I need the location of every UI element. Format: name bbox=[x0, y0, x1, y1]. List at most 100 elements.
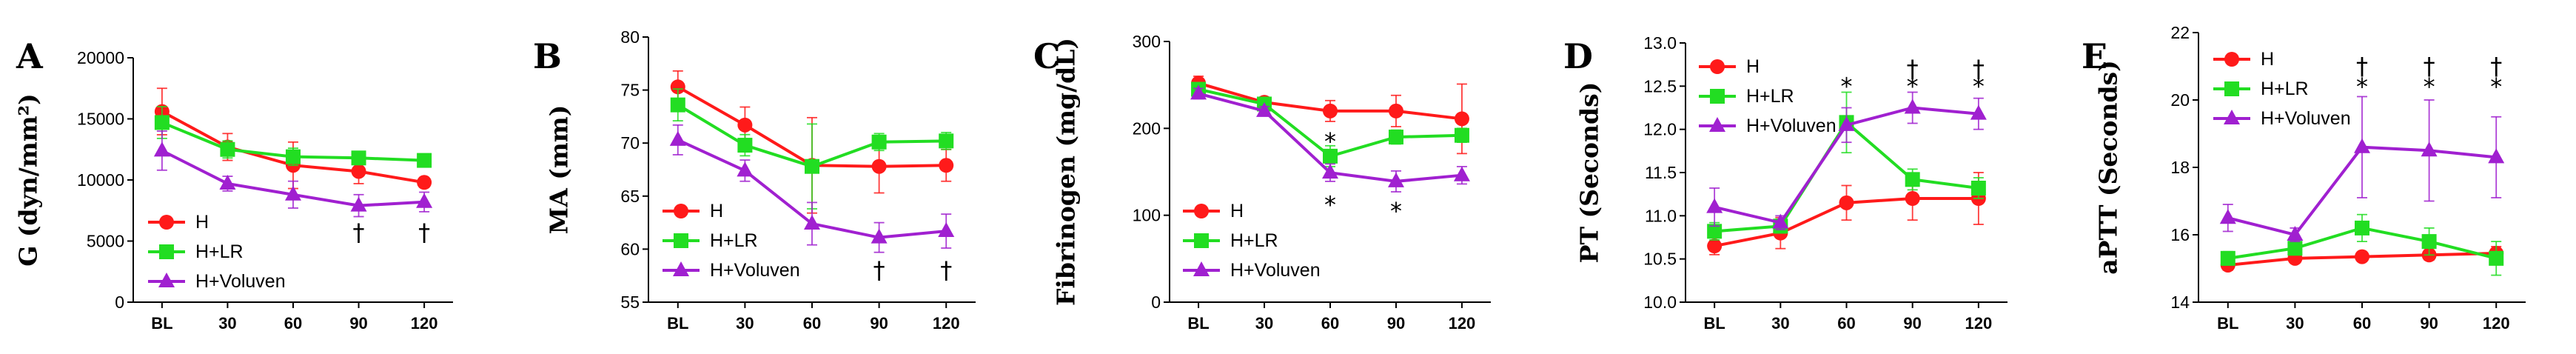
data-point bbox=[219, 174, 236, 190]
panel-letter: D bbox=[1563, 36, 1593, 76]
data-point bbox=[1839, 195, 1854, 210]
series-h-lr bbox=[2220, 213, 2504, 276]
legend-label: H+LR bbox=[710, 230, 758, 251]
data-point bbox=[153, 141, 170, 157]
y-tick-label: 20 bbox=[2170, 90, 2190, 110]
y-axis-label: Fibrinogen (mg/dL) bbox=[1052, 38, 1081, 306]
significance-mark: * bbox=[2356, 73, 2368, 101]
y-tick-label: 12.5 bbox=[1643, 76, 1677, 96]
data-point bbox=[1454, 127, 1469, 143]
y-tick-label: 16 bbox=[2170, 225, 2190, 244]
x-tick-label: 120 bbox=[411, 314, 438, 333]
data-point bbox=[286, 149, 301, 164]
y-tick-label: 10000 bbox=[77, 170, 124, 190]
legend-marker bbox=[674, 233, 688, 248]
y-tick-label: 10.5 bbox=[1643, 250, 1677, 269]
x-tick-label: 30 bbox=[1771, 314, 1789, 333]
series-h-voluven bbox=[2219, 96, 2505, 243]
legend: H H+LR H+Voluven bbox=[1699, 56, 1837, 136]
significance-mark: † bbox=[2356, 53, 2368, 81]
significance-mark: * bbox=[1324, 127, 1336, 156]
data-point bbox=[154, 115, 170, 130]
legend-label: H+Voluven bbox=[1746, 116, 1837, 136]
data-point bbox=[2489, 250, 2504, 266]
series-h-voluven bbox=[1706, 91, 1987, 230]
legend: H H+LR H+Voluven bbox=[148, 212, 286, 292]
legend-marker bbox=[2224, 81, 2239, 96]
significance-mark: * bbox=[2490, 73, 2502, 101]
data-point bbox=[351, 150, 366, 166]
y-tick-label: 300 bbox=[1133, 32, 1161, 51]
y-axis-label: MA (mm) bbox=[545, 105, 574, 235]
legend: H H+LR H+Voluven bbox=[663, 201, 800, 281]
x-tick-label: 120 bbox=[1449, 314, 1476, 333]
panel-b: B MA (mm) 55 60 65 70 75 80 BL 30 60 90 120 † † H H+LR H+… bbox=[533, 27, 976, 333]
data-point bbox=[2354, 138, 2370, 153]
x-tick-label: 120 bbox=[1965, 314, 1992, 333]
data-point bbox=[1453, 166, 1470, 181]
legend-marker bbox=[1194, 204, 1209, 218]
data-point bbox=[1388, 130, 1403, 145]
significance-mark: † bbox=[353, 218, 365, 247]
data-point bbox=[1323, 148, 1338, 164]
data-point bbox=[938, 222, 955, 238]
data-point bbox=[2488, 148, 2505, 164]
data-point bbox=[871, 228, 888, 244]
significance-mark: † bbox=[418, 218, 430, 247]
series-h-lr bbox=[670, 88, 954, 210]
data-point bbox=[669, 130, 686, 146]
data-point bbox=[871, 158, 887, 174]
data-point bbox=[1323, 103, 1338, 118]
x-tick-label: 120 bbox=[2483, 314, 2510, 333]
legend-marker bbox=[674, 204, 688, 218]
y-axis-label: PT (Seconds) bbox=[1575, 82, 1604, 264]
y-tick-label: 200 bbox=[1133, 118, 1161, 138]
y-tick-label: 15000 bbox=[77, 110, 124, 129]
x-tick-label: BL bbox=[1703, 314, 1725, 333]
data-point bbox=[1387, 172, 1404, 187]
data-point bbox=[1388, 103, 1403, 118]
data-point bbox=[871, 134, 887, 150]
legend-marker bbox=[673, 261, 689, 276]
significance-mark: * bbox=[1973, 72, 1985, 100]
series-h-voluven bbox=[153, 130, 433, 218]
x-tick-label: 30 bbox=[218, 314, 236, 333]
data-point bbox=[1707, 224, 1723, 239]
x-tick-label: 60 bbox=[1837, 314, 1855, 333]
significance-mark: † bbox=[2424, 53, 2435, 81]
y-tick-label: 11.5 bbox=[1645, 163, 1677, 182]
legend-label: H+LR bbox=[1746, 86, 1794, 107]
data-point bbox=[417, 153, 432, 168]
panel-letter: B bbox=[533, 36, 562, 76]
data-point bbox=[2355, 249, 2369, 264]
significance-mark: * bbox=[1841, 72, 1853, 100]
legend: H H+LR H+Voluven bbox=[1183, 201, 1321, 281]
legend-label: H+Voluven bbox=[710, 260, 800, 281]
significance-mark: * bbox=[1324, 191, 1336, 219]
y-tick-label: 70 bbox=[620, 133, 640, 153]
legend-marker bbox=[1710, 89, 1725, 104]
x-tick-label: 60 bbox=[1321, 314, 1339, 333]
data-point bbox=[2219, 209, 2236, 224]
x-tick-label: BL bbox=[667, 314, 688, 333]
significance-mark: † bbox=[1907, 55, 1919, 83]
data-point bbox=[417, 175, 432, 190]
y-tick-label: 80 bbox=[620, 27, 640, 47]
data-point bbox=[1707, 238, 1723, 254]
y-tick-label: 18 bbox=[2170, 158, 2190, 177]
x-tick-label: 120 bbox=[933, 314, 960, 333]
x-tick-label: 30 bbox=[736, 314, 754, 333]
data-point bbox=[1322, 164, 1338, 179]
legend-label: H bbox=[2261, 49, 2274, 70]
series-h-voluven bbox=[1190, 84, 1470, 193]
legend-marker bbox=[159, 244, 174, 259]
data-point bbox=[1838, 116, 1855, 131]
data-point bbox=[2421, 141, 2438, 157]
legend-label: H+Voluven bbox=[195, 271, 286, 292]
legend-label: H bbox=[710, 201, 723, 221]
significance-mark: * bbox=[1907, 72, 1919, 100]
data-point bbox=[416, 193, 433, 208]
y-tick-label: 60 bbox=[620, 239, 640, 258]
